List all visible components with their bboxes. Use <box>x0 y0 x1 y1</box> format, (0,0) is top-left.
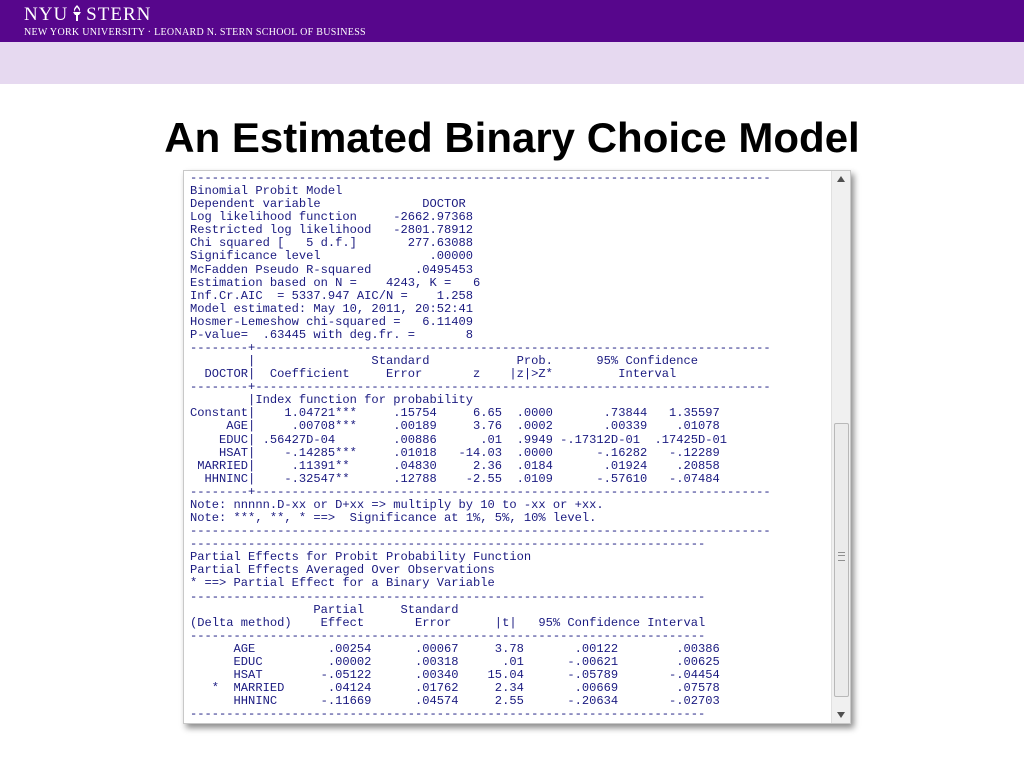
arrow-down-icon <box>837 712 845 718</box>
output-window: ----------------------------------------… <box>183 170 851 724</box>
logo-subtitle: NEW YORK UNIVERSITY · LEONARD N. STERN S… <box>24 27 366 38</box>
header-band <box>0 42 1024 84</box>
nyu-stern-logo: NYU STERN <box>24 4 151 26</box>
arrow-up-icon <box>837 176 845 182</box>
page-title: An Estimated Binary Choice Model <box>164 114 860 161</box>
vertical-scrollbar[interactable] <box>831 171 850 723</box>
torch-icon <box>73 5 82 21</box>
scroll-thumb[interactable] <box>834 423 849 697</box>
scroll-down-button[interactable] <box>832 707 850 723</box>
logo-nyu: NYU <box>24 4 69 25</box>
grip-icon <box>838 552 845 561</box>
regression-output: ----------------------------------------… <box>190 171 771 722</box>
scroll-up-button[interactable] <box>832 171 850 187</box>
logo-stern: STERN <box>86 4 152 25</box>
header-bar: NYU STERN NEW YORK UNIVERSITY · LEONARD … <box>0 0 1024 42</box>
